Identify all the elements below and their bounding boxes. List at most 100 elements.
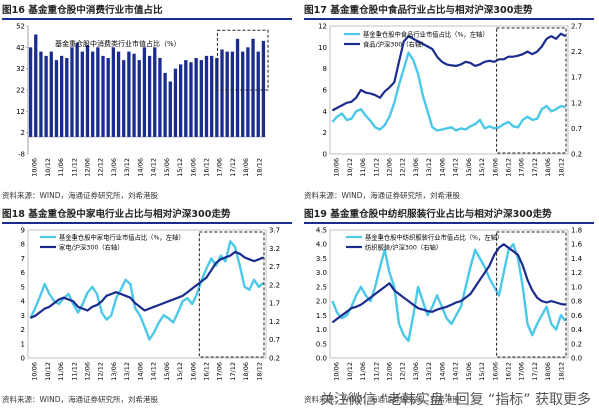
bar [70, 47, 74, 137]
x-tick-label: 16/12 [505, 158, 513, 177]
chart-source: 资料来源：WIND，海通证券研究所，刘希港股 [304, 395, 461, 404]
y-tick-label: 22 [16, 87, 25, 95]
y-left-tick-label: 6 [323, 87, 328, 95]
y-left-tick-label: 1 [21, 340, 25, 348]
y-right-tick-label: 1.2 [571, 269, 582, 277]
y-right-tick-label: 1.6 [571, 241, 583, 249]
y-left-tick-label: 1.0 [316, 326, 327, 334]
x-tick-label: 12/06 [84, 158, 92, 177]
chart-panel-textile: 图19 基金重仓股中纺织服装行业占比与相对沪深300走势 0.0 0.5 1.0 1.… [302, 204, 596, 407]
y-left-tick-label: 5 [21, 283, 25, 291]
x-tick-label: 17/12 [229, 362, 237, 381]
series-line [331, 243, 566, 324]
y-right-tick-label: 1.7 [269, 300, 280, 308]
y-left-tick-label: 4 [323, 108, 328, 116]
x-tick-label: 18/06 [544, 362, 552, 381]
bar [96, 47, 100, 137]
bar [59, 55, 64, 137]
bar [80, 51, 84, 137]
y-tick-label: 52 [16, 23, 25, 31]
chart-title: 图17 基金重仓股中食品行业占比与相对沪深300走势 [304, 2, 594, 20]
y-left-tick-label: 3.5 [316, 255, 327, 263]
x-tick-label: 14/12 [452, 362, 460, 381]
bar [194, 58, 198, 137]
y-left-tick-label: 0.5 [316, 340, 327, 348]
legend-text: 基金重仓股中家电行业市值占比（%，左轴） [59, 233, 185, 242]
bar [101, 55, 105, 137]
plot-frame [329, 229, 569, 359]
y-left-tick-label: 2 [323, 129, 327, 137]
consumer-bar-chart: -8 2 12 22 32 42 52 基金重仓股中消费类行业市值占比（%） 10/06 10/1… [16, 23, 269, 177]
x-tick-label: 13/06 [110, 158, 118, 177]
chart-title: 图19 基金重仓股中纺织服装行业占比与相对沪深300走势 [304, 206, 594, 224]
y-right-tick-label: 1.2 [269, 318, 280, 326]
series-line [331, 51, 566, 132]
bar [204, 55, 209, 137]
highlight-box [496, 231, 567, 358]
highlight-box [216, 29, 269, 91]
y-tick-label: 12 [16, 108, 25, 116]
x-tick-label: 14/06 [438, 158, 446, 177]
plot-frame [27, 229, 267, 359]
bar [116, 51, 121, 137]
bar [256, 51, 260, 137]
bar [85, 45, 90, 137]
x-tick-label: 15/12 [478, 158, 486, 177]
x-tick-label: 16/06 [491, 362, 499, 381]
bar [251, 38, 255, 137]
y-left-tick-label: 4.5 [316, 227, 327, 235]
bar [122, 60, 126, 137]
x-tick-label: 17/06 [216, 158, 224, 177]
bar [246, 47, 250, 137]
bar [39, 51, 43, 137]
bar [106, 58, 110, 137]
bar [199, 60, 203, 137]
x-tick-label: 18/12 [557, 362, 565, 381]
x-tick-label: 17/06 [216, 362, 224, 381]
x-tick-label: 13/12 [123, 158, 131, 177]
x-tick-label: 18/12 [557, 158, 565, 177]
y-right-tick-label: 2.2 [571, 48, 582, 56]
watermark-footer: 关注微信 “老韩实盘” 回复 “指标” 获取更多 [320, 392, 591, 408]
y-left-tick-label: 6 [21, 269, 26, 277]
y-left-tick-label: 7 [21, 255, 25, 263]
y-left-tick-label: 10 [318, 44, 327, 52]
bar [210, 55, 214, 137]
bar [49, 51, 53, 137]
y-right-tick-label: 0.2 [571, 340, 582, 348]
y-right-tick-label: 0.0 [571, 355, 582, 363]
y-right-tick-label: 0.7 [269, 336, 280, 344]
bar [215, 58, 219, 137]
bar [65, 58, 69, 137]
chart-title: 图16 基金重仓股中消费行业市值占比 [2, 2, 292, 20]
bar [184, 60, 188, 137]
x-tick-label: 16/12 [203, 158, 211, 177]
bar [28, 47, 33, 137]
highlight-box [198, 231, 265, 358]
x-tick-label: 10/12 [346, 158, 354, 177]
y-left-tick-label: 1.5 [316, 312, 327, 320]
x-tick-label: 13/06 [110, 362, 118, 381]
y-right-tick-label: 1.8 [571, 227, 582, 235]
y-right-tick-label: 1.7 [571, 74, 582, 82]
x-tick-label: 11/12 [70, 362, 78, 381]
bar [91, 51, 95, 137]
x-tick-label: 13/06 [412, 362, 420, 381]
chart-panel-appliance: 图18 基金重仓股中家电行业占比与相对沪深300走势 0 1 2 3 4 5 6 7 8 9 0.2… [0, 204, 294, 407]
y-right-tick-label: 2.7 [269, 263, 280, 271]
y-left-tick-label: 4.0 [316, 241, 327, 249]
y-right-tick-label: 0.7 [571, 125, 582, 133]
chart-source: 资料来源：WIND，海通证券研究所，刘希港股 [2, 191, 159, 200]
y-left-tick-label: 4 [21, 298, 26, 306]
y-tick-label: -8 [18, 151, 25, 159]
y-tick-label: 32 [16, 65, 25, 73]
series-line [29, 240, 265, 341]
bar [44, 55, 48, 137]
bar [137, 60, 141, 137]
bar [241, 51, 245, 137]
bar [173, 68, 178, 137]
x-tick-label: 16/06 [189, 362, 197, 381]
bar [235, 38, 240, 137]
y-left-tick-label: 2.0 [316, 298, 327, 306]
x-tick-label: 10/06 [333, 158, 341, 177]
